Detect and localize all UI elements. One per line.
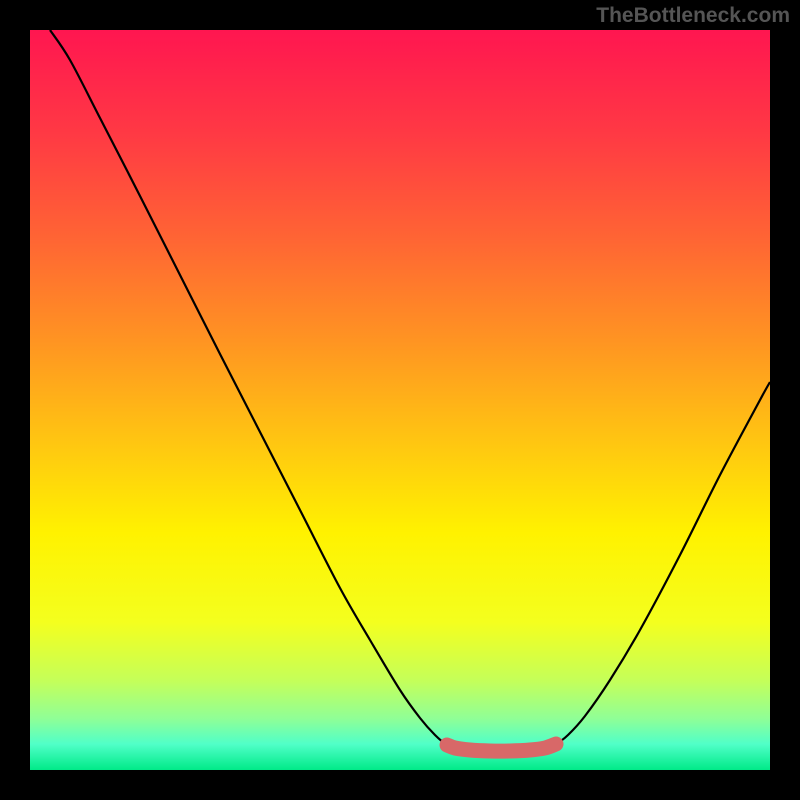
watermark-text: TheBottleneck.com <box>596 4 790 28</box>
bottleneck-chart <box>0 0 800 800</box>
chart-svg <box>0 0 800 800</box>
plot-background <box>30 30 770 770</box>
optimal-range-marker <box>447 744 556 751</box>
